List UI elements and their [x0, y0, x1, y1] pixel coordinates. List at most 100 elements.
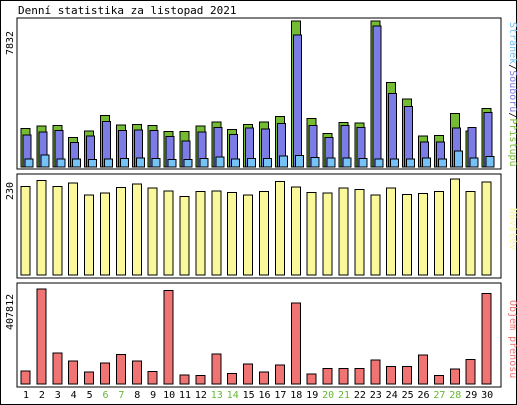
panel-hits-files-pages: 7832 Stránek/Souborů/Přístupů: [5, 17, 517, 170]
bar-visits: [306, 191, 317, 276]
panel-kbytes-bars: [20, 288, 492, 385]
bar-kbytes: [418, 354, 428, 385]
bar-kbytes: [338, 368, 349, 385]
bar-visits: [211, 190, 222, 276]
bar-files: [388, 93, 398, 168]
bar-pages: [72, 158, 82, 168]
bar-kbytes: [20, 370, 31, 385]
bar-pages: [310, 156, 320, 168]
day-label: 12: [195, 390, 207, 401]
bar-pages: [151, 157, 161, 168]
bar-visits: [274, 181, 285, 276]
day-label: 20: [322, 390, 334, 401]
day-label: 9: [150, 390, 156, 401]
bar-kbytes: [306, 373, 317, 385]
bar-visits: [338, 187, 349, 276]
bar-kbytes: [195, 375, 206, 385]
bar-visits: [449, 178, 460, 276]
day-label: 25: [402, 390, 414, 401]
day-label: 1: [23, 390, 29, 401]
panel-visits: 230 Návštěv: [5, 173, 517, 279]
day-label: 27: [433, 390, 445, 401]
panel-kbytes-max-label: 407812: [5, 294, 16, 330]
day-label: 17: [274, 390, 286, 401]
chart-title: Denní statistika za listopad 2021: [18, 4, 237, 17]
bar-kbytes: [481, 293, 492, 385]
bar-pages: [278, 155, 288, 168]
bar-pages: [437, 158, 447, 168]
bar-pages: [406, 158, 416, 168]
day-label: 7: [118, 390, 124, 401]
day-label: 28: [449, 390, 461, 401]
bar-visits: [465, 191, 476, 276]
bar-pages: [215, 156, 225, 168]
day-label: 21: [338, 390, 350, 401]
day-label: 14: [227, 390, 239, 401]
legend-visits: Návštěv: [507, 208, 517, 250]
bar-kbytes: [147, 371, 158, 385]
legend-separator: /: [507, 64, 517, 70]
legend-hits: Přístupů: [507, 118, 517, 166]
bar-pages: [40, 154, 50, 168]
panel-visits-max-label: 230: [5, 182, 16, 200]
bar-visits: [84, 194, 95, 276]
bar-kbytes: [243, 363, 254, 385]
bar-kbytes: [131, 360, 142, 385]
bar-pages: [342, 157, 352, 168]
bar-pages: [135, 157, 145, 168]
panel-hits-legend: Stránek/Souborů/Přístupů: [507, 22, 517, 167]
bar-visits: [354, 188, 365, 276]
bar-files: [292, 34, 302, 168]
bar-visits: [131, 183, 142, 276]
day-label: 26: [417, 390, 429, 401]
bar-pages: [469, 157, 479, 168]
day-label: 23: [370, 390, 382, 401]
panel-kbytes: 407812 Objem přenosu: [5, 282, 517, 388]
day-label: 3: [55, 390, 61, 401]
bar-kbytes: [84, 371, 95, 385]
bar-kbytes: [115, 353, 126, 385]
bar-kbytes: [274, 364, 285, 385]
bar-pages: [119, 157, 129, 168]
panel-hits-bars: [20, 20, 495, 168]
bar-pages: [167, 159, 177, 168]
bar-kbytes: [179, 374, 190, 385]
bar-kbytes: [322, 368, 333, 385]
legend-separator: /: [507, 112, 517, 118]
day-labels: 1 2 3 4 5 6 7 8 9 10 11 12 13 14 15 16 17 18 19 20 21 22 23 24 2…: [23, 390, 493, 401]
bar-visits: [147, 187, 158, 276]
bar-visits: [195, 191, 206, 276]
bar-kbytes: [52, 352, 63, 385]
bar-pages: [453, 150, 463, 168]
bar-visits: [402, 193, 413, 276]
bar-visits: [386, 187, 397, 276]
bar-pages: [485, 155, 495, 168]
bar-kbytes: [259, 371, 269, 385]
bar-pages: [199, 157, 209, 168]
bar-kbytes: [227, 372, 238, 385]
bar-kbytes: [465, 359, 476, 385]
bar-visits: [115, 186, 126, 276]
bar-visits: [163, 190, 174, 276]
bar-visits: [370, 194, 381, 276]
day-label: 8: [134, 390, 140, 401]
bar-pages: [183, 159, 193, 168]
bar-kbytes: [163, 289, 174, 385]
day-label: 2: [39, 390, 45, 401]
panel-kbytes-background: [16, 282, 502, 388]
bar-visits: [243, 194, 254, 276]
legend-pages: Stránek: [507, 22, 517, 64]
day-label: 22: [354, 390, 366, 401]
day-label: 18: [290, 390, 302, 401]
bar-visits: [52, 186, 63, 276]
day-label: 4: [71, 390, 77, 401]
day-label: 30: [481, 390, 493, 401]
day-label: 19: [306, 390, 318, 401]
bar-kbytes: [433, 375, 444, 385]
day-label: 5: [87, 390, 93, 401]
legend-kbytes: Objem přenosu: [507, 300, 517, 378]
bar-kbytes: [386, 366, 397, 385]
day-label: 29: [465, 390, 477, 401]
bar-visits: [36, 180, 47, 276]
